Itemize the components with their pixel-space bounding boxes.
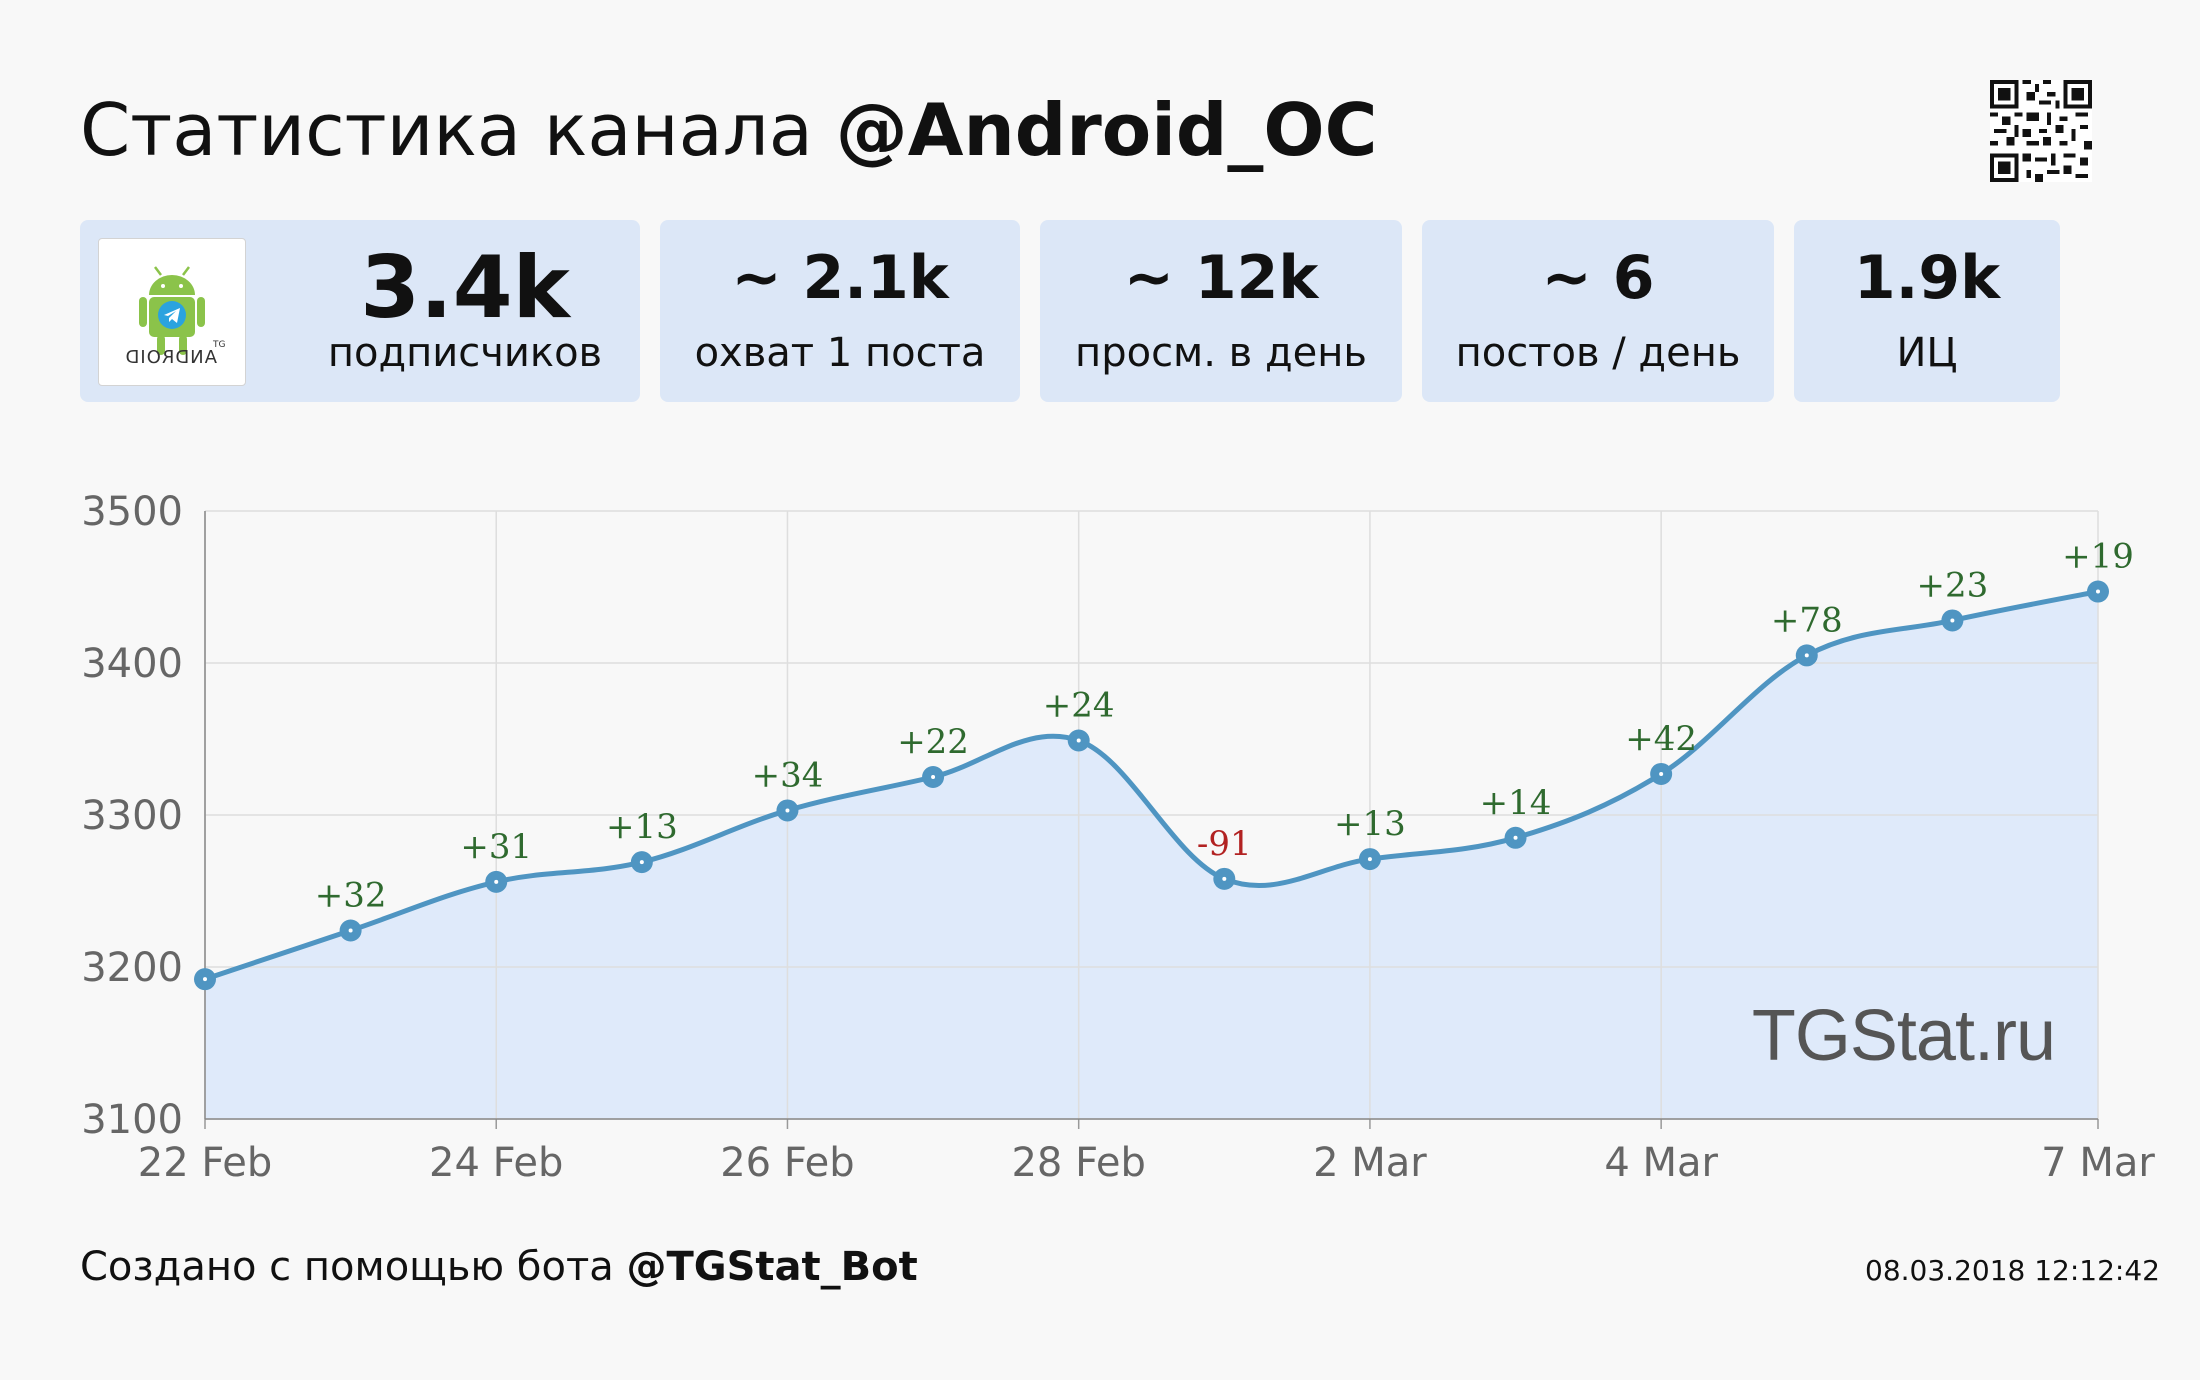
data-point-center (494, 879, 499, 884)
title-prefix: Статистика канала (80, 88, 836, 172)
x-tick-label: 7 Mar (2041, 1140, 2155, 1186)
channel-name: @Android_OC (835, 88, 1378, 172)
stat-value: 1.9k (1853, 243, 2001, 313)
data-label: +22 (897, 722, 969, 762)
stat-card-posts: ~ 6 постов / день (1422, 220, 1774, 402)
bot-link[interactable]: @TGStat_Bot (626, 1244, 918, 1290)
data-point-center (1076, 738, 1081, 743)
android-telegram-logo: ANDROID TG (125, 266, 225, 368)
series-area (205, 591, 2098, 1119)
stat-card-subscribers: ANDROID TG 3.4k подписчиков (80, 220, 640, 402)
data-point-center (1222, 876, 1227, 881)
y-tick-label: 3400 (81, 641, 183, 687)
series-line (204, 589, 2099, 982)
data-point-center (2096, 589, 2100, 594)
data-point-center (1950, 618, 1955, 623)
data-label: -91 (1197, 824, 1252, 864)
qr-code-icon (1990, 80, 2092, 182)
timestamp: 08.03.2018 12:12:42 (1865, 1254, 2160, 1287)
stat-card-ic: 1.9k ИЦ (1794, 220, 2060, 402)
data-label: +78 (1771, 600, 1843, 640)
y-tick-label: 3500 (81, 489, 183, 535)
stat-value: ~ 2.1k (731, 243, 949, 313)
x-tick-label: 4 Mar (1604, 1140, 1718, 1186)
channel-logo: ANDROID TG (98, 238, 246, 386)
data-point-center (1659, 771, 1664, 776)
watermark: TGStat.ru (1752, 996, 2055, 1076)
stat-label: подписчиков (327, 330, 603, 376)
y-tick-label: 3200 (81, 945, 183, 991)
logo-text: ANDROID (125, 347, 217, 368)
data-label: +14 (1480, 783, 1552, 823)
data-label: +23 (1917, 565, 1989, 605)
data-point-center (1367, 857, 1372, 862)
data-point-center (1804, 653, 1809, 658)
x-tick-label: 28 Feb (1011, 1140, 1145, 1186)
x-tick-label: 2 Mar (1313, 1140, 1427, 1186)
data-label: +32 (315, 876, 387, 916)
data-point-center (348, 928, 353, 933)
data-point-center (203, 977, 207, 982)
data-label: +34 (752, 755, 824, 795)
data-label: +42 (1625, 719, 1697, 759)
stat-value: ~ 12k (1123, 243, 1319, 313)
stat-value: 3.4k (360, 238, 570, 338)
data-label: +19 (2062, 537, 2134, 577)
data-label: +13 (606, 807, 678, 847)
stat-label: охват 1 поста (694, 330, 986, 376)
footer-prefix: Создано с помощью бота (80, 1244, 627, 1290)
data-label: +31 (460, 827, 532, 867)
data-point-center (1513, 835, 1518, 840)
data-point-center (785, 808, 790, 813)
data-point-center (639, 860, 644, 865)
data-point-center (931, 775, 936, 779)
stat-card-reach: ~ 2.1k охват 1 поста (660, 220, 1020, 402)
subscribers-chart: 3100 3200 3300 3400 3500 22 Feb 24 Feb 26 Feb 28… (81, 489, 2155, 1186)
logo-badge: TG (212, 340, 225, 350)
x-tick-label: 22 Feb (138, 1140, 272, 1186)
stat-label: ИЦ (1896, 330, 1958, 376)
y-tick-label: 3100 (81, 1097, 183, 1143)
x-tick-label: 26 Feb (720, 1140, 854, 1186)
y-tick-label: 3300 (81, 793, 183, 839)
data-label: +24 (1043, 686, 1115, 726)
page-title: Статистика канала @Android_OC (80, 84, 1377, 176)
stat-value: ~ 6 (1541, 243, 1655, 313)
x-tick-label: 24 Feb (429, 1140, 563, 1186)
data-label: +13 (1334, 804, 1406, 844)
footer-credit: Создано с помощью бота @TGStat_Bot (80, 1242, 918, 1292)
stat-label: просм. в день (1075, 330, 1367, 376)
stat-label: постов / день (1455, 330, 1741, 376)
stat-card-views: ~ 12k просм. в день (1040, 220, 1402, 402)
